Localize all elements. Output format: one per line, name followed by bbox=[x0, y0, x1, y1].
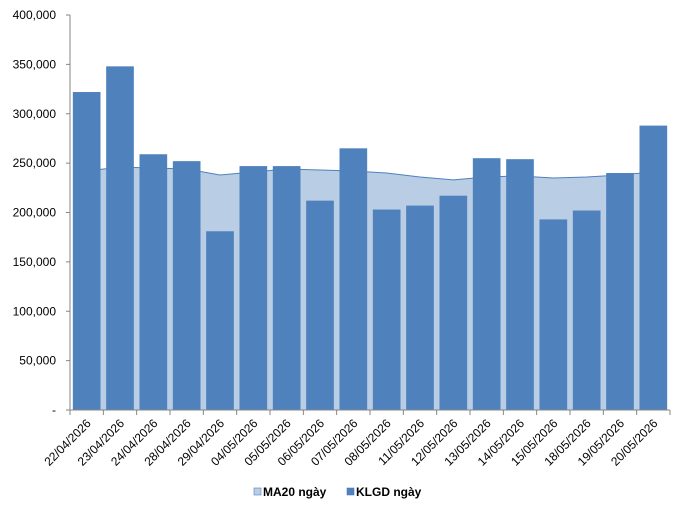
klgd-bar bbox=[306, 200, 334, 410]
y-tick-label: 200,000 bbox=[13, 206, 57, 220]
klgd-bar bbox=[72, 92, 101, 411]
ma20-area bbox=[86, 167, 654, 410]
klgd-bar bbox=[339, 148, 368, 410]
legend-label: KLGD ngày bbox=[356, 485, 422, 499]
klgd-bar bbox=[439, 195, 468, 410]
klgd-bar bbox=[472, 158, 501, 410]
bar-layer bbox=[72, 66, 668, 411]
klgd-bar bbox=[272, 166, 301, 410]
klgd-bar bbox=[172, 161, 201, 410]
klgd-bar bbox=[539, 219, 568, 410]
y-tick-label: 50,000 bbox=[19, 354, 56, 368]
y-tick-label: 100,000 bbox=[13, 304, 57, 318]
klgd-bar bbox=[606, 173, 634, 410]
klgd-bar bbox=[406, 205, 434, 410]
legend: MA20 ngày KLGD ngày bbox=[253, 485, 422, 499]
klgd-bar bbox=[506, 159, 534, 410]
klgd-bar bbox=[139, 154, 168, 410]
y-tick-label: 350,000 bbox=[13, 57, 57, 71]
legend-swatch bbox=[253, 487, 262, 496]
klgd-bar bbox=[639, 125, 668, 410]
klgd-bar bbox=[239, 166, 268, 410]
y-tick-label: 400,000 bbox=[13, 8, 57, 22]
klgd-bar bbox=[372, 209, 401, 410]
legend-label: MA20 ngày bbox=[263, 485, 327, 499]
y-tick-label: - bbox=[52, 403, 56, 417]
klgd-bar bbox=[572, 210, 601, 410]
area-layer bbox=[86, 166, 654, 410]
legend-swatch bbox=[346, 487, 355, 496]
klgd-bar bbox=[206, 231, 234, 410]
y-tick-label: 150,000 bbox=[13, 255, 57, 269]
legend-item-ma20: MA20 ngày bbox=[253, 485, 327, 499]
y-tick-label: 250,000 bbox=[13, 156, 57, 170]
y-tick-label: 300,000 bbox=[13, 107, 57, 121]
legend-item-klgd: KLGD ngày bbox=[346, 485, 422, 499]
klgd-bar bbox=[106, 66, 134, 410]
